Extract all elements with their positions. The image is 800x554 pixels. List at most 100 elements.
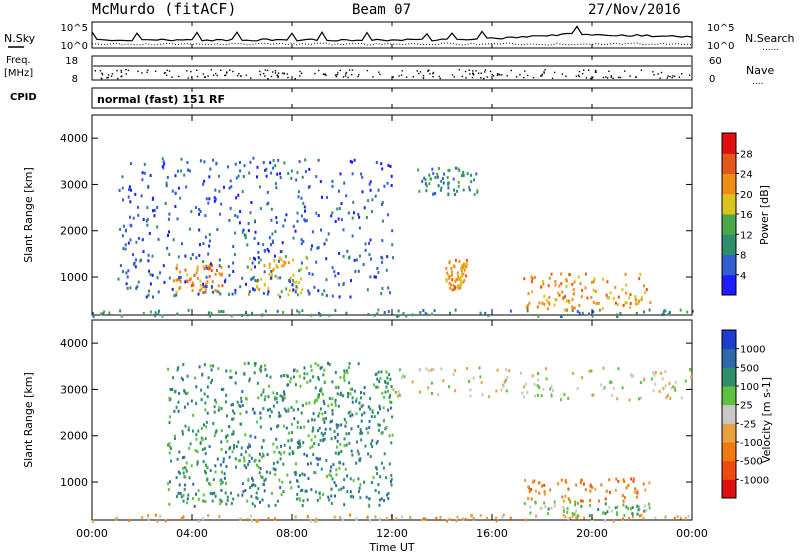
range-cell <box>374 275 377 279</box>
range-cell <box>306 380 309 384</box>
nave-point <box>471 76 474 79</box>
range-cell <box>218 406 221 410</box>
range-cell <box>561 314 563 318</box>
range-cell <box>636 491 639 495</box>
range-cell <box>292 224 295 228</box>
range-cell <box>297 281 300 285</box>
range-cell <box>418 368 421 372</box>
range-cell <box>205 264 208 268</box>
range-cell <box>276 309 279 313</box>
range-cell <box>249 434 252 438</box>
range-cell <box>368 253 371 257</box>
range-cell <box>297 190 300 194</box>
range-cell <box>274 274 277 278</box>
range-cell <box>364 444 367 448</box>
range-cell <box>206 280 209 284</box>
range-cell <box>310 313 313 317</box>
range-cell <box>381 391 384 395</box>
range-cell <box>317 395 320 399</box>
nave-point <box>590 77 592 80</box>
range-cell <box>662 387 665 391</box>
range-cell <box>181 432 184 436</box>
nave-point <box>226 72 228 74</box>
nave-point <box>401 70 403 72</box>
range-cell <box>202 493 205 497</box>
nave-point <box>163 72 166 74</box>
range-cell <box>178 286 181 290</box>
range-cell <box>149 282 152 286</box>
range-cell <box>141 178 144 182</box>
range-cell <box>353 158 356 162</box>
range-cell <box>340 487 343 491</box>
range-cell <box>256 165 259 169</box>
colorbar-tick-label: 1000 <box>740 345 765 356</box>
range-cell <box>261 313 264 317</box>
range-cell <box>669 397 672 400</box>
range-cell <box>180 495 183 499</box>
range-cell <box>204 437 207 441</box>
nave-point <box>672 75 674 77</box>
nave-point <box>351 69 354 71</box>
range-cell <box>252 275 255 279</box>
range-cell <box>167 367 170 371</box>
range-cell <box>197 429 200 433</box>
range-cell <box>427 386 430 390</box>
range-cell <box>455 277 458 281</box>
range-cell <box>294 229 297 233</box>
range-cell <box>434 176 437 179</box>
range-cell <box>472 517 475 521</box>
range-cell <box>211 499 214 503</box>
range-cell <box>261 476 264 479</box>
range-cell <box>387 389 389 393</box>
range-cell <box>315 260 318 264</box>
range-cell <box>231 417 234 421</box>
range-cell <box>334 401 337 405</box>
range-cell <box>457 274 460 278</box>
range-cell <box>213 196 216 200</box>
range-cell <box>199 283 202 287</box>
range-cell <box>200 287 203 291</box>
range-cell <box>327 361 329 365</box>
range-cell <box>257 396 260 400</box>
nave-point <box>301 72 303 74</box>
range-cell <box>189 257 192 260</box>
range-cell <box>531 374 534 378</box>
range-cell <box>652 389 655 393</box>
range-cell <box>185 469 188 473</box>
range-cell <box>301 488 304 492</box>
range-cell <box>546 307 549 311</box>
range-cell <box>264 477 267 481</box>
range-cell <box>479 514 482 518</box>
nave-point <box>266 69 269 72</box>
range-cell <box>268 262 271 266</box>
range-cell <box>204 290 207 294</box>
range-cell <box>210 269 213 273</box>
range-cell <box>332 463 335 467</box>
range-cell <box>527 496 530 500</box>
range-cell <box>331 380 334 384</box>
range-cell <box>186 161 189 164</box>
range-cell <box>330 487 333 491</box>
range-cell <box>628 517 630 521</box>
range-cell <box>265 174 268 178</box>
range-cell <box>164 202 167 205</box>
range-cell <box>612 386 615 390</box>
range-cell <box>346 474 349 478</box>
range-cell <box>122 224 125 228</box>
nave-point <box>325 74 327 76</box>
range-cell <box>122 270 124 274</box>
range-cell <box>431 167 434 171</box>
range-cell <box>356 440 358 444</box>
range-cell <box>232 402 234 406</box>
range-cell <box>172 279 175 283</box>
range-cell <box>376 267 379 270</box>
range-cell <box>571 305 574 309</box>
range-cell <box>219 212 222 216</box>
nave-point <box>99 70 102 72</box>
range-cell <box>177 400 180 404</box>
nave-point <box>111 73 114 75</box>
range-cell <box>601 277 604 281</box>
nave-point <box>101 72 103 74</box>
range-cell <box>690 375 693 379</box>
nave-point <box>146 71 148 73</box>
